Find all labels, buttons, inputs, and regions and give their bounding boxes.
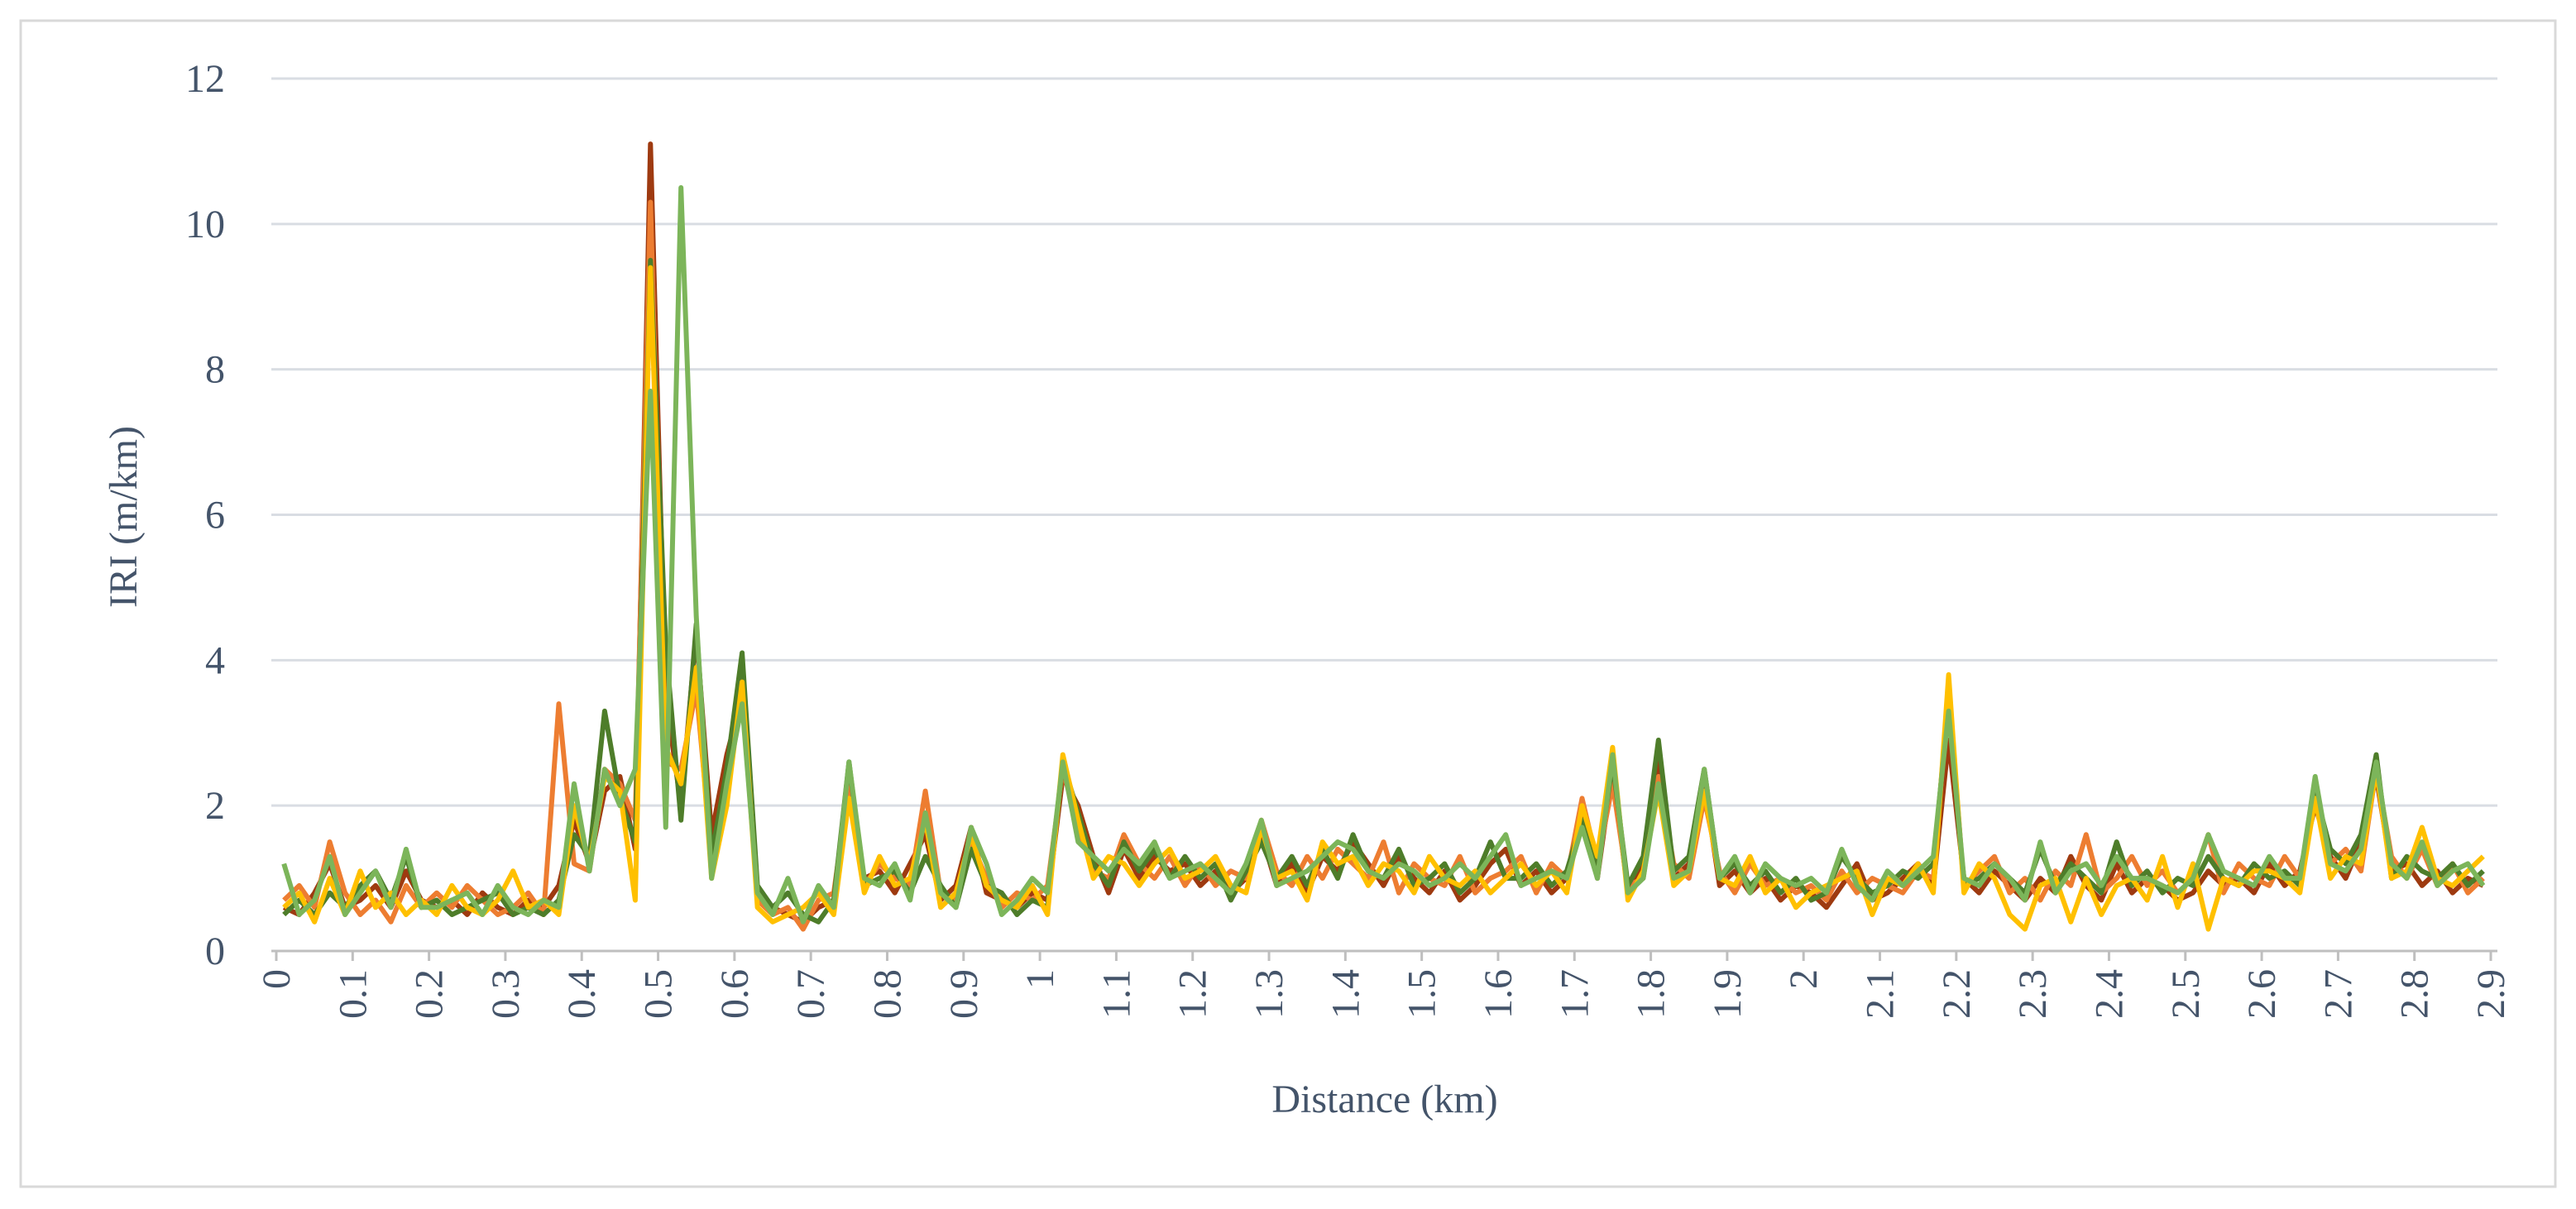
y-tick-label: 12 (185, 57, 225, 101)
series-line (282, 265, 2485, 932)
x-axis-title: Distance (km) (1271, 1078, 1497, 1121)
y-tick-label: 0 (205, 929, 225, 973)
x-tick-label: 0.2 (408, 969, 452, 1019)
x-tick-label: 0.3 (484, 969, 528, 1019)
x-tick-label: 2.6 (2240, 969, 2284, 1019)
chart-frame (19, 19, 2557, 1188)
series-line (282, 141, 2485, 925)
x-tick-label: 0.1 (331, 969, 375, 1019)
x-tick-label: 1.8 (1630, 969, 1673, 1019)
x-tick-label: 1.6 (1477, 969, 1520, 1019)
y-tick-label: 8 (205, 348, 225, 392)
y-axis-title: IRI (m/km) (102, 426, 146, 608)
x-tick-label: 1.4 (1324, 969, 1367, 1019)
x-tick-label: 2.4 (2087, 969, 2131, 1019)
x-tick-label: 0.5 (637, 969, 681, 1019)
x-tick-label: 1.1 (1094, 969, 1138, 1019)
x-tick-label: 0 (255, 969, 299, 989)
x-tick-label: 0.7 (789, 969, 833, 1019)
x-tick-label: 0.6 (713, 969, 757, 1019)
y-tick-label: 10 (185, 203, 225, 246)
x-tick-label: 1 (1018, 969, 1062, 989)
y-tick-label: 2 (205, 784, 225, 828)
x-tick-label: 1.7 (1553, 969, 1597, 1019)
x-tick-label: 2.1 (1859, 969, 1903, 1019)
x-tick-label: 2.7 (2316, 969, 2360, 1019)
x-tick-label: 2.8 (2393, 969, 2437, 1019)
x-tick-label: 1.5 (1401, 969, 1444, 1019)
x-tick-label: 2.9 (2469, 969, 2513, 1019)
x-tick-label: 1.9 (1706, 969, 1750, 1019)
series-line (282, 199, 2485, 932)
y-tick-label: 4 (205, 638, 225, 682)
x-tick-label: 2.3 (2011, 969, 2055, 1019)
x-tick-label: 2 (1782, 969, 1826, 989)
x-tick-label: 2.5 (2164, 969, 2208, 1019)
x-tick-label: 1.2 (1171, 969, 1215, 1019)
x-tick-label: 1.3 (1247, 969, 1291, 1019)
x-tick-label: 0.8 (865, 969, 909, 1019)
x-tick-label: 2.2 (1935, 969, 1979, 1019)
series-line (281, 184, 2486, 925)
x-tick-label: 0.9 (942, 969, 986, 1019)
x-tick-label: 0.4 (560, 969, 604, 1019)
y-tick-label: 6 (205, 494, 225, 538)
